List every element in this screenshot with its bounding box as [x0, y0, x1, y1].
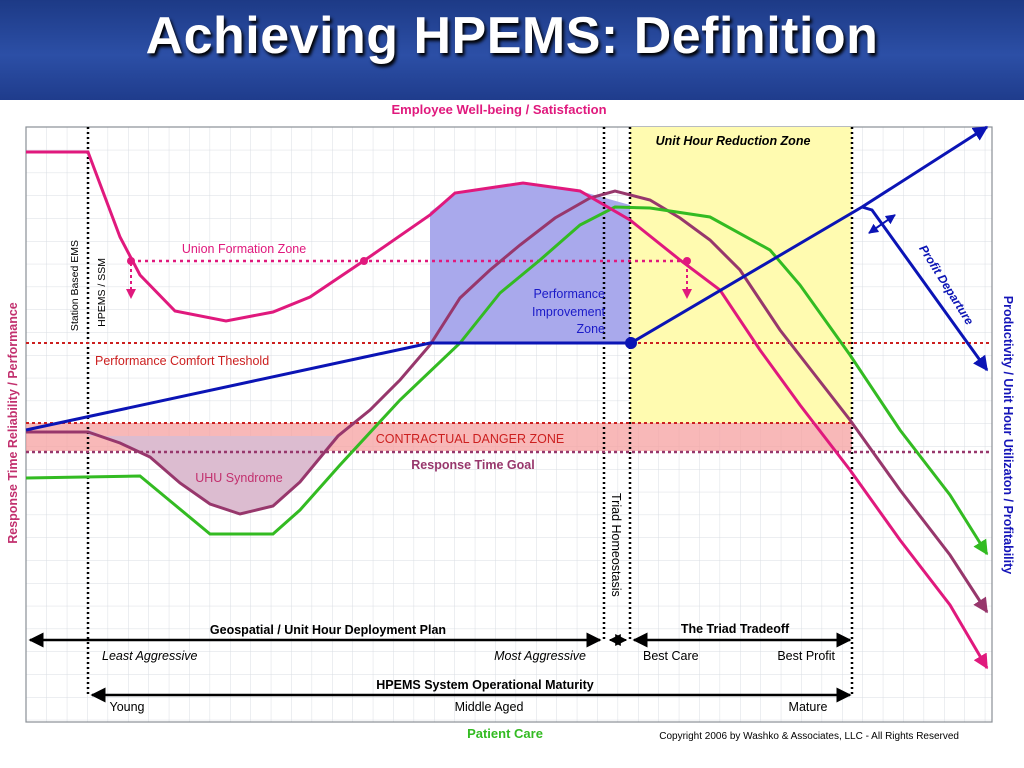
- triad-point: [625, 337, 637, 349]
- copyright-text: Copyright 2006 by Washko & Associates, L…: [659, 731, 959, 742]
- maturity-scale-right: Mature: [789, 700, 828, 714]
- deployment-scale-right: Most Aggressive: [494, 649, 586, 663]
- profit-departure-double-arrow: [868, 214, 896, 234]
- deployment-scale-left: Least Aggressive: [102, 649, 197, 663]
- uhu-syndrome-label: UHU Syndrome: [195, 471, 283, 485]
- performance-label-line1: Performance: [533, 287, 605, 301]
- left-axis-label: Response Time Reliability / Performance: [6, 302, 20, 544]
- unit-hour-reduction-label: Unit Hour Reduction Zone: [656, 134, 811, 148]
- deployment-scale-title: Geospatial / Unit Hour Deployment Plan: [210, 623, 446, 637]
- response-time-curve: [26, 189, 989, 614]
- maturity-scale-middle: Middle Aged: [455, 700, 524, 714]
- tradeoff-scale-left: Best Care: [643, 649, 699, 663]
- tradeoff-scale-title: The Triad Tradeoff: [681, 622, 790, 636]
- performance-label-line3: Zone: [577, 322, 606, 336]
- productivity-line-lower: [25, 341, 631, 432]
- hpems-ssm-label: HPEMS / SSM: [96, 258, 108, 327]
- title-bar: Achieving HPEMS: Definition: [0, 0, 1024, 100]
- station-based-label: Station Based EMS: [69, 240, 81, 331]
- patient-care-curve: [25, 205, 989, 556]
- employee-wellbeing-curve: [26, 150, 989, 670]
- top-axis-label: Employee Well-being / Satisfaction: [391, 102, 606, 117]
- triad-homeostasis-label: Triad Homeostasis: [609, 493, 623, 597]
- comfort-threshold-label: Performance Comfort Theshold: [95, 354, 269, 368]
- tradeoff-scale-right: Best Profit: [777, 649, 835, 663]
- maturity-scale-title: HPEMS System Operational Maturity: [376, 678, 593, 692]
- uhu-syndrome-zone: [88, 429, 338, 514]
- danger-zone-label: CONTRACTUAL DANGER ZONE: [376, 432, 564, 446]
- response-time-goal-label: Response Time Goal: [411, 458, 534, 472]
- right-axis-label: Productivity / Unit Hour Utilizaton / Pr…: [1001, 296, 1015, 575]
- performance-improvement-zone: [430, 183, 630, 343]
- profit-departure-line: [861, 205, 989, 372]
- union-formation-label: Union Formation Zone: [182, 242, 306, 256]
- performance-label-line2: Improvement: [532, 305, 605, 319]
- bottom-axis-label: Patient Care: [467, 726, 543, 741]
- page-title: Achieving HPEMS: Definition: [145, 7, 879, 65]
- maturity-scale-left: Young: [110, 700, 145, 714]
